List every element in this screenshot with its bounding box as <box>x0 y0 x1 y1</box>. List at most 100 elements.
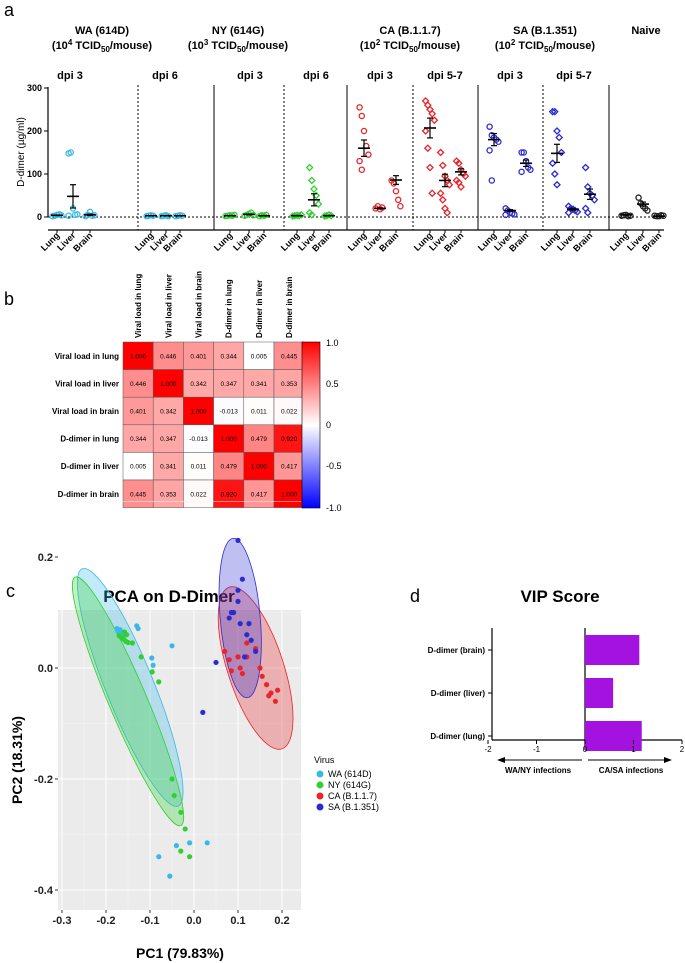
heatmap-cell-value: 0.341 <box>160 464 177 471</box>
data-point <box>305 163 314 172</box>
data-point <box>428 189 437 198</box>
panel-a-marks <box>49 96 667 233</box>
pca-point <box>226 615 232 621</box>
heatmap-cell-value: 0.342 <box>190 381 207 388</box>
dpi-label: dpi 3 <box>367 70 393 82</box>
data-point <box>583 182 592 191</box>
data-point <box>502 211 509 219</box>
heatmap-cell <box>122 424 154 453</box>
column-label: D-dimer in brain <box>285 277 294 338</box>
heatmap-cell <box>152 396 184 426</box>
data-point <box>297 210 306 219</box>
heatmap-cell <box>273 369 305 398</box>
panel-d: D-dimer (brain) D-dimer (liver) D-dimer (l… <box>428 628 685 775</box>
pca-point <box>264 682 270 688</box>
heatmap-cell-value: 0.417 <box>281 464 298 471</box>
heatmap-cell-value: 1.000 <box>251 464 268 471</box>
heatmap-cell-value: 0.445 <box>281 353 298 360</box>
grid <box>58 501 301 910</box>
legend-label: SA (B.1.351) <box>328 802 379 812</box>
heatmap-cell <box>183 479 214 508</box>
data-point <box>573 207 582 216</box>
pca-point <box>275 687 281 693</box>
pca-point <box>222 648 228 654</box>
heatmap-cell <box>152 369 184 398</box>
data-point <box>564 208 573 217</box>
heatmap-cell <box>273 479 305 508</box>
data-point <box>553 180 561 189</box>
data-point <box>583 208 592 217</box>
data-point <box>518 149 525 156</box>
heatmap-cell <box>122 369 154 398</box>
dpi-label: dpi 3 <box>237 70 263 82</box>
pca-point <box>169 643 175 649</box>
data-point <box>423 144 432 153</box>
confidence-ellipse <box>76 568 184 807</box>
heatmap-cell-value: 0.022 <box>281 409 298 416</box>
pca-point <box>182 826 188 832</box>
data-point <box>314 200 323 209</box>
data-point <box>426 163 434 172</box>
colorbar-tick-label: 0.5 <box>326 379 339 389</box>
heatmap-cell-value: 0.347 <box>160 436 177 443</box>
group-title-line1: NY (614G) <box>212 25 265 37</box>
x-axis-label: PC1 (79.83%) <box>136 945 224 961</box>
y-axis-label: PC2 (18.31%) <box>9 716 25 804</box>
pca-point <box>235 587 241 593</box>
heatmap-cell-value: 0.446 <box>160 353 177 360</box>
pca-point <box>248 637 254 643</box>
panel-a: WA (614D) (104 TCID50/mouse) NY (614G) (… <box>16 25 667 254</box>
pca-point <box>135 625 141 632</box>
data-point <box>428 109 437 118</box>
pca-point <box>266 693 272 699</box>
category-label: D-dimer (brain) <box>428 646 486 655</box>
legend-label: CA (B.1.1.7) <box>328 791 377 801</box>
pca-point <box>156 854 162 860</box>
heatmap-cell-value: 0.347 <box>221 381 238 388</box>
row-label: Viral load in brain <box>52 407 119 416</box>
data-point <box>486 123 493 130</box>
data-point <box>394 196 402 204</box>
data-point <box>438 195 447 204</box>
group-title-ny: NY (614G) (103 TCID50/mouse) <box>188 25 289 54</box>
heatmap-cell <box>243 452 275 481</box>
heatmap-cell-value: 0.479 <box>251 436 268 443</box>
data-point <box>635 194 642 201</box>
pca-point <box>169 776 175 782</box>
data-point <box>553 127 561 135</box>
tissue-label: Brain <box>71 230 94 253</box>
panel-d-label: d <box>410 586 420 606</box>
legend-swatch <box>316 792 324 800</box>
data-point <box>548 107 557 116</box>
data-point <box>74 211 81 218</box>
data-point <box>310 185 318 193</box>
panel-c: -0.3 -0.2 -0.1 0.0 0.1 0.2 0.2 0.0 -0.2 -0.4 PC1 … <box>9 501 379 961</box>
pca-point <box>228 668 234 674</box>
colorbar-tick-label: 0 <box>326 420 331 430</box>
group-title-line2: (104 TCID50/mouse) <box>52 38 153 54</box>
axis-ticks: -0.3 -0.2 -0.1 0.0 0.1 0.2 0.2 0.0 -0.2 -0.4 <box>34 552 290 927</box>
data-point <box>518 168 525 176</box>
category-label: D-dimer (liver) <box>431 689 486 698</box>
row-label: D-dimer in liver <box>61 462 119 471</box>
pca-point <box>226 657 232 663</box>
pca-point <box>213 659 219 666</box>
heatmap-cell <box>273 396 305 426</box>
legend-title: Virus <box>314 755 335 765</box>
heatmap-cell <box>183 341 214 370</box>
y-tick-label: 0 <box>37 212 42 222</box>
data-point <box>430 116 439 125</box>
vip-bar <box>585 635 640 665</box>
pca-point <box>239 576 245 582</box>
x-tick-label: 0.1 <box>230 915 245 927</box>
x-tick-label: 0 <box>583 745 588 754</box>
colorbar-tick-label: 1.0 <box>326 338 339 348</box>
heatmap-cell-value: 0.353 <box>281 381 298 388</box>
pca-point <box>125 639 131 646</box>
heatmap-cell-value: 0.342 <box>160 409 177 416</box>
pca-title: PCA on D-Dimer <box>103 587 235 606</box>
row-labels: Viral load in lung Viral load in liver Vir… <box>52 352 119 499</box>
colorbar-ticks: 1.0 0.5 0 -0.5 -1.0 <box>326 338 342 513</box>
heatmap-cell-value: 0.011 <box>251 409 267 416</box>
